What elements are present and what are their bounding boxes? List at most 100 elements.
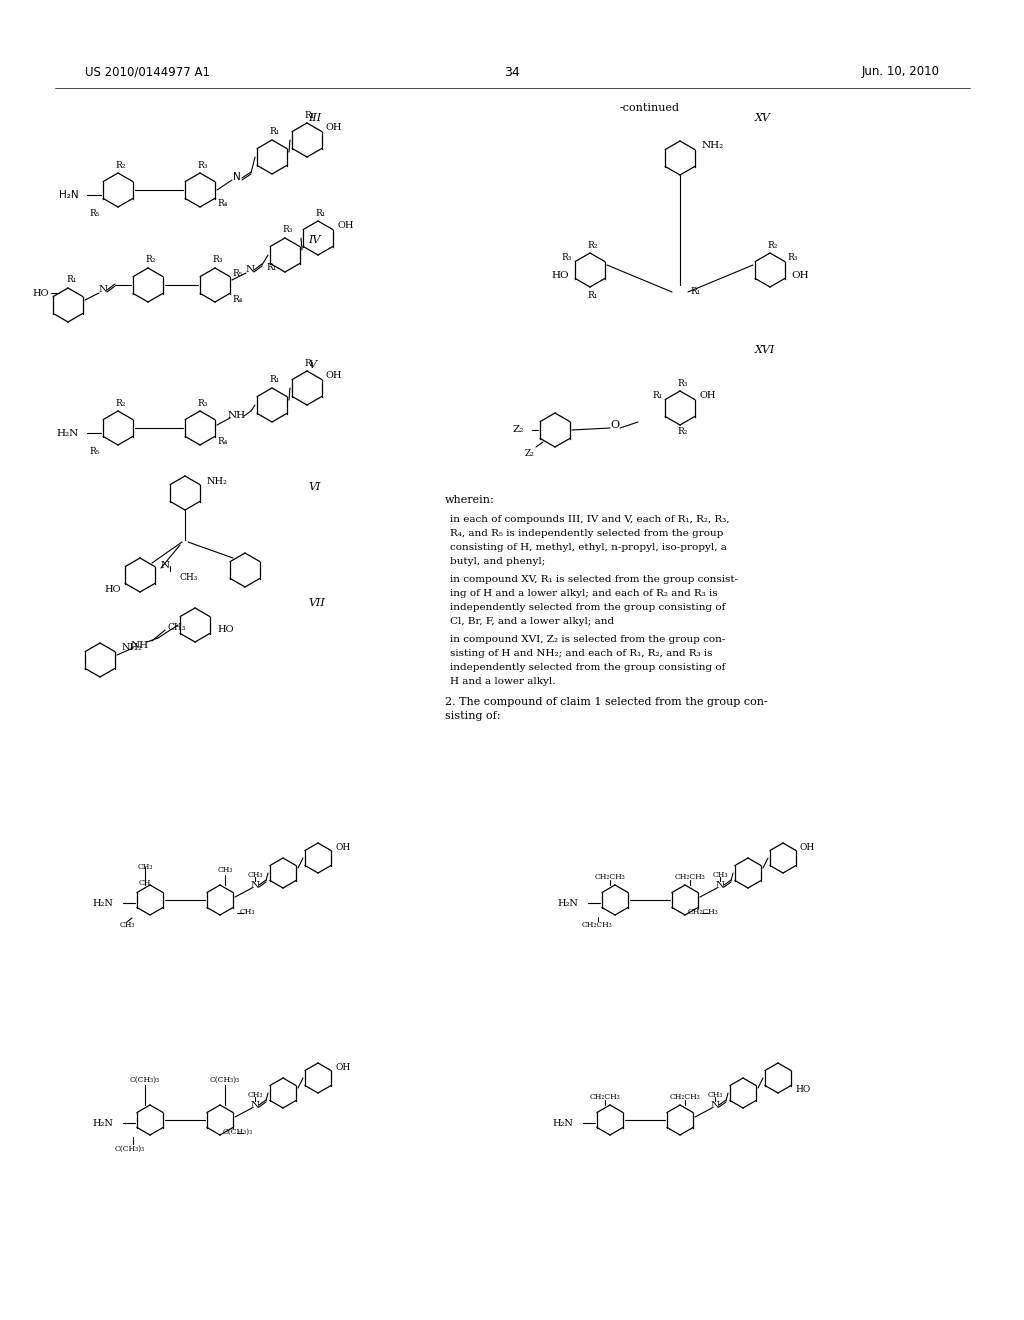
Text: CH₂CH₃: CH₂CH₃ [670,1093,700,1101]
Text: ing of H and a lower alkyl; and each of R₂ and R₃ is: ing of H and a lower alkyl; and each of … [450,590,718,598]
Text: XV: XV [755,114,771,123]
Text: US 2010/0144977 A1: US 2010/0144977 A1 [85,66,210,78]
Text: OH: OH [337,222,353,231]
Text: H₂N: H₂N [552,1118,573,1127]
Text: butyl, and phenyl;: butyl, and phenyl; [450,557,545,566]
Text: HO: HO [795,1085,810,1094]
Text: OH: OH [326,123,342,132]
Text: N: N [251,1101,259,1110]
Text: H₂N: H₂N [92,899,113,908]
Text: OH: OH [335,843,350,853]
Text: O: O [610,420,620,430]
Text: V: V [308,360,316,370]
Text: HO: HO [551,271,569,280]
Text: sisting of:: sisting of: [445,711,501,721]
Text: R₁: R₁ [305,111,315,120]
Text: N: N [233,172,241,182]
Text: consisting of H, methyl, ethyl, n-propyl, iso-propyl, a: consisting of H, methyl, ethyl, n-propyl… [450,544,727,553]
Text: R₁: R₁ [67,276,77,285]
Text: OH: OH [326,371,342,380]
Text: R₄, and R₅ is independently selected from the group: R₄, and R₅ is independently selected fro… [450,529,723,539]
Text: CH₂CH₃: CH₂CH₃ [675,873,706,880]
Text: VII: VII [308,598,325,609]
Text: wherein:: wherein: [445,495,495,506]
Text: R₃: R₃ [213,256,223,264]
Text: HO: HO [33,289,49,297]
Text: CH₂CH₃: CH₂CH₃ [595,873,626,880]
Text: NH₂: NH₂ [207,477,228,486]
Text: OH: OH [800,843,815,853]
Text: R₁: R₁ [270,375,281,384]
Text: H and a lower alkyl.: H and a lower alkyl. [450,677,555,686]
Text: R₂: R₂ [768,240,778,249]
Text: NH: NH [131,640,150,649]
Text: 2. The compound of claim 1 selected from the group con-: 2. The compound of claim 1 selected from… [445,697,768,708]
Text: sisting of H and NH₂; and each of R₁, R₂, and R₃ is: sisting of H and NH₂; and each of R₁, R₂… [450,649,713,659]
Text: C(CH₃)₃: C(CH₃)₃ [223,1129,253,1137]
Text: CH₃: CH₃ [137,863,153,871]
Text: CH₃: CH₃ [708,1092,723,1100]
Text: R₃: R₃ [198,161,208,169]
Text: H₂N: H₂N [557,899,578,908]
Text: in compound XV, R₁ is selected from the group consist-: in compound XV, R₁ is selected from the … [450,576,738,585]
Text: R₅: R₅ [232,268,243,277]
Text: CH₃: CH₃ [240,908,255,916]
Text: III: III [308,114,322,123]
Text: R₃: R₃ [787,253,798,263]
Text: CH₃: CH₃ [217,866,232,874]
Text: R₂: R₂ [145,256,157,264]
Text: R₂: R₂ [588,240,598,249]
Text: N: N [716,880,725,890]
Text: C(CH₃)₃: C(CH₃)₃ [115,1144,145,1152]
Text: R₄: R₄ [232,294,243,304]
Text: R₁: R₁ [690,288,700,297]
Text: C(CH₃)₃: C(CH₃)₃ [130,1076,160,1084]
Text: CH₂CH₃: CH₂CH₃ [590,1093,621,1101]
Text: R₁: R₁ [653,392,664,400]
Text: R₃: R₃ [562,253,572,263]
Text: Z₂: Z₂ [513,425,524,434]
Text: in compound XVI, Z₂ is selected from the group con-: in compound XVI, Z₂ is selected from the… [450,635,725,644]
Text: N: N [98,285,108,294]
Text: R₄: R₄ [218,199,228,209]
Text: CH₃: CH₃ [179,573,198,582]
Text: -continued: -continued [620,103,680,114]
Text: NH₂: NH₂ [122,644,143,652]
Text: independently selected from the group consisting of: independently selected from the group co… [450,664,725,672]
Text: R₂: R₂ [678,426,688,436]
Text: in each of compounds III, IV and V, each of R₁, R₂, R₃,: in each of compounds III, IV and V, each… [450,516,729,524]
Text: N: N [251,880,259,890]
Text: R₁: R₁ [315,209,326,218]
Text: R₅: R₅ [90,209,100,218]
Text: C(CH₃)₃: C(CH₃)₃ [210,1076,240,1084]
Text: independently selected from the group consisting of: independently selected from the group co… [450,603,725,612]
Text: CH₃: CH₃ [120,921,135,929]
Text: VI: VI [308,482,321,492]
Text: CH₃: CH₃ [713,871,728,879]
Text: HO: HO [104,585,121,594]
Text: N: N [161,561,170,570]
Text: R₁: R₁ [305,359,315,367]
Text: N: N [246,265,255,275]
Text: HO: HO [217,626,233,635]
Text: CH: CH [139,879,152,887]
Text: R₃: R₃ [678,379,688,388]
Text: 34: 34 [504,66,520,78]
Text: N: N [711,1101,720,1110]
Text: Z₂: Z₂ [525,449,535,458]
Text: CH₂CH₃: CH₂CH₃ [688,908,719,916]
Text: R₅: R₅ [90,446,100,455]
Text: CH₃: CH₃ [248,871,263,879]
Text: R₁: R₁ [270,128,281,136]
Text: R₄: R₄ [218,437,228,446]
Text: IV: IV [308,235,321,246]
Text: CH₃: CH₃ [248,1092,263,1100]
Text: OH: OH [791,271,809,280]
Text: R₂: R₂ [116,161,126,169]
Text: H₂N: H₂N [59,190,79,201]
Text: R₁: R₁ [588,290,598,300]
Text: NH₂: NH₂ [702,141,724,150]
Text: R₁: R₁ [266,264,276,272]
Text: R₃: R₃ [198,399,208,408]
Text: Cl, Br, F, and a lower alkyl; and: Cl, Br, F, and a lower alkyl; and [450,618,614,627]
